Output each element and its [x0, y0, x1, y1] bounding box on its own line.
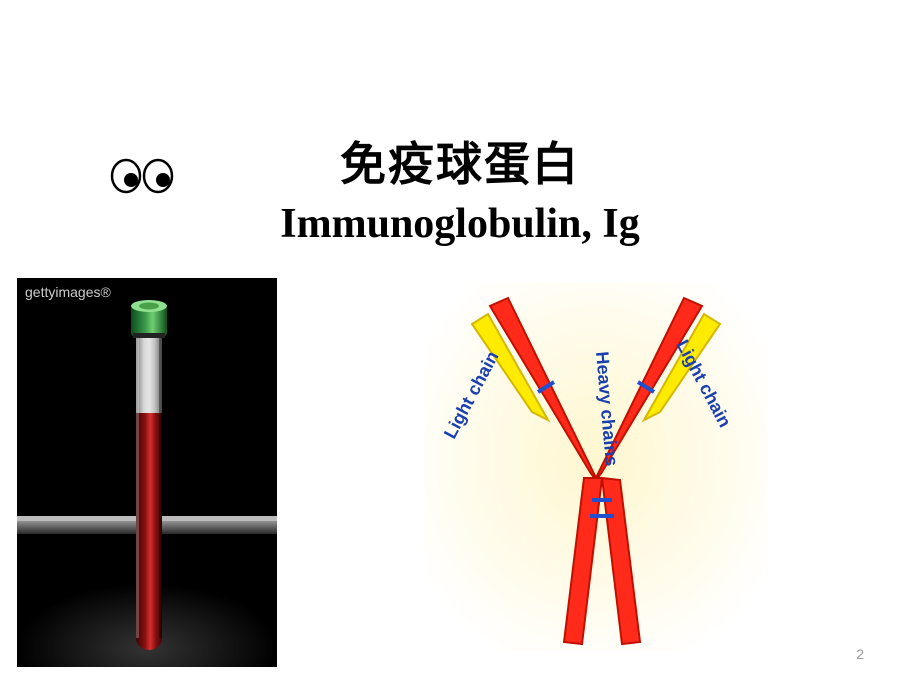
title-english: Immunoglobulin, Ig [0, 200, 920, 248]
blood-tube-image: gettyimages® [17, 278, 277, 667]
watermark: gettyimages® [25, 284, 111, 300]
title-chinese: 免疫球蛋白 [0, 128, 920, 194]
antibody-diagram: Light chain Light chain Heavy chains [424, 282, 768, 651]
page-number: 2 [856, 646, 864, 662]
